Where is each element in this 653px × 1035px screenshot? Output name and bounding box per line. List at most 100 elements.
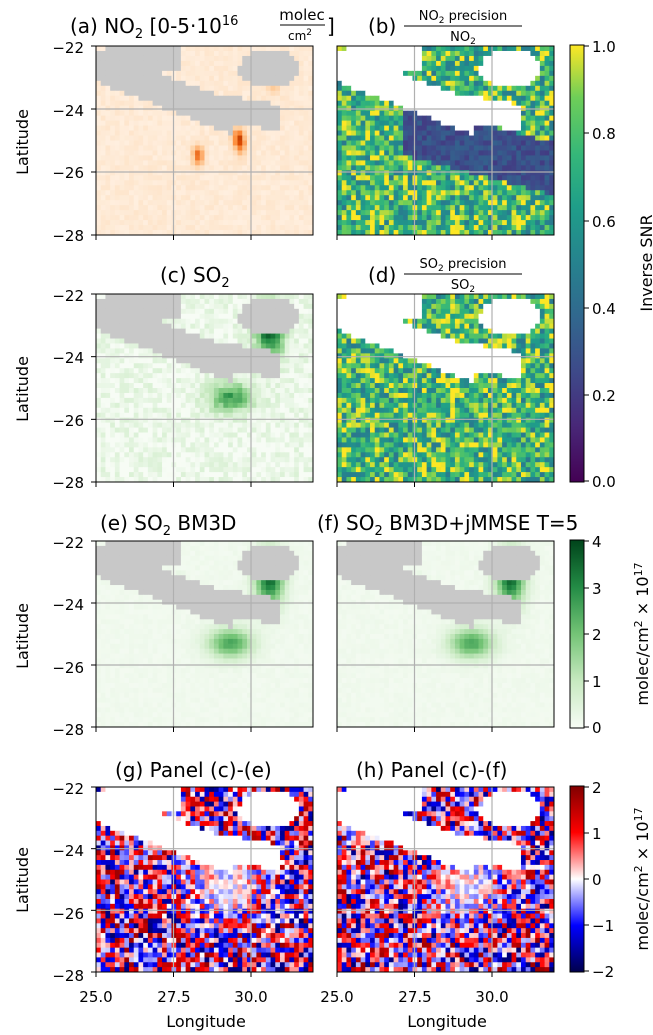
heatmap-cell — [256, 90, 262, 97]
heatmap-cell — [379, 185, 385, 191]
heatmap-cell — [454, 80, 461, 87]
heatmap-cell — [384, 100, 390, 107]
heatmap-cell — [110, 388, 116, 394]
heatmap-cell — [213, 343, 220, 349]
heatmap-cell — [516, 170, 522, 176]
heatmap-cell — [185, 215, 191, 221]
heatmap-cell — [365, 180, 371, 186]
heatmap-cell — [275, 368, 281, 374]
heatmap-cell — [100, 358, 106, 364]
heatmap-cell — [337, 165, 343, 171]
heatmap-cell — [204, 412, 210, 419]
heatmap-cell — [520, 120, 527, 126]
heatmap-cell — [289, 298, 295, 305]
heatmap-cell — [279, 185, 286, 191]
heatmap-cell — [502, 46, 508, 52]
heatmap-cell — [351, 130, 357, 136]
heatmap-cell — [436, 140, 442, 146]
heatmap-cell — [265, 397, 271, 404]
heatmap-cell — [303, 358, 309, 364]
heatmap-cell — [157, 412, 163, 419]
heatmap-cell — [303, 323, 309, 330]
heatmap-cell — [129, 358, 135, 364]
heatmap-cell — [96, 190, 102, 196]
heatmap-cell — [162, 437, 168, 443]
heatmap-cell — [114, 125, 120, 131]
heatmap-cell — [100, 50, 106, 57]
heatmap-cell — [237, 447, 243, 453]
heatmap-cell — [246, 378, 253, 384]
heatmap-cell — [147, 65, 154, 72]
heatmap-cell — [303, 60, 309, 67]
heatmap-cell — [213, 46, 220, 52]
heatmap-cell — [199, 105, 205, 112]
heatmap-cell — [242, 190, 248, 196]
heatmap-cell — [426, 180, 432, 186]
heatmap-cell — [143, 348, 149, 354]
heatmap-cell — [251, 313, 257, 320]
heatmap-cell — [209, 348, 215, 354]
heatmap-cell — [185, 392, 191, 399]
heatmap-cell — [162, 95, 168, 102]
heatmap-cell — [384, 110, 390, 117]
heatmap-cell — [256, 298, 262, 305]
heatmap-cell — [143, 422, 149, 428]
heatmap-cell — [497, 175, 503, 181]
heatmap-cell — [388, 85, 395, 92]
heatmap-cell — [218, 363, 224, 369]
heatmap-cell — [199, 95, 205, 102]
heatmap-cell — [275, 422, 281, 428]
heatmap-cell — [417, 125, 423, 131]
heatmap-cell — [487, 215, 494, 221]
heatmap-cell — [535, 205, 541, 211]
heatmap-cell — [407, 80, 413, 87]
heatmap-cell — [176, 407, 182, 414]
heatmap-cell — [265, 125, 271, 131]
heatmap-cell — [497, 190, 503, 196]
heatmap-cell — [530, 120, 536, 126]
heatmap-cell — [251, 115, 257, 121]
heatmap-cell — [502, 205, 508, 211]
panel-d-title: (d) SO2 precision SO2 — [368, 257, 522, 295]
heatmap-cell — [483, 200, 489, 206]
heatmap-cell — [180, 55, 187, 62]
heatmap-cell — [213, 195, 220, 201]
heatmap-cell — [379, 150, 385, 156]
heatmap-cell — [355, 70, 361, 77]
heatmap-cell — [298, 160, 304, 166]
heatmap-cell — [119, 205, 125, 211]
heatmap-cell — [351, 80, 357, 87]
heatmap-cell — [143, 155, 149, 161]
heatmap-cell — [506, 65, 512, 72]
heatmap-cell — [289, 125, 295, 131]
heatmap-cell — [129, 427, 135, 433]
heatmap-cell — [374, 125, 380, 131]
heatmap-cell — [388, 140, 395, 146]
heatmap-cell — [346, 160, 352, 166]
heatmap-cell — [417, 95, 423, 102]
heatmap-cell — [96, 318, 102, 325]
heatmap-cell — [223, 388, 229, 394]
heatmap-cell — [464, 115, 470, 121]
heatmap-cell — [464, 85, 470, 92]
heatmap-cell — [152, 313, 158, 320]
heatmap-cell — [223, 65, 229, 72]
heatmap-cell — [138, 308, 144, 315]
heatmap-cell — [162, 303, 168, 310]
heatmap-cell — [459, 115, 465, 121]
heatmap-cell — [454, 190, 461, 196]
heatmap-cell — [436, 95, 442, 102]
heatmap-cell — [223, 105, 229, 112]
heatmap-cell — [454, 200, 461, 206]
heatmap-cell — [180, 437, 187, 443]
heatmap-cell — [180, 80, 187, 87]
heatmap-cell — [473, 46, 479, 52]
heatmap-cell — [407, 125, 413, 131]
heatmap-cell — [487, 75, 494, 82]
heatmap-cell — [516, 175, 522, 181]
heatmap-cell — [213, 437, 220, 443]
heatmap-cell — [535, 115, 541, 121]
heatmap-cell — [530, 230, 536, 236]
heatmap-cell — [303, 353, 309, 359]
heatmap-cell — [298, 353, 304, 359]
